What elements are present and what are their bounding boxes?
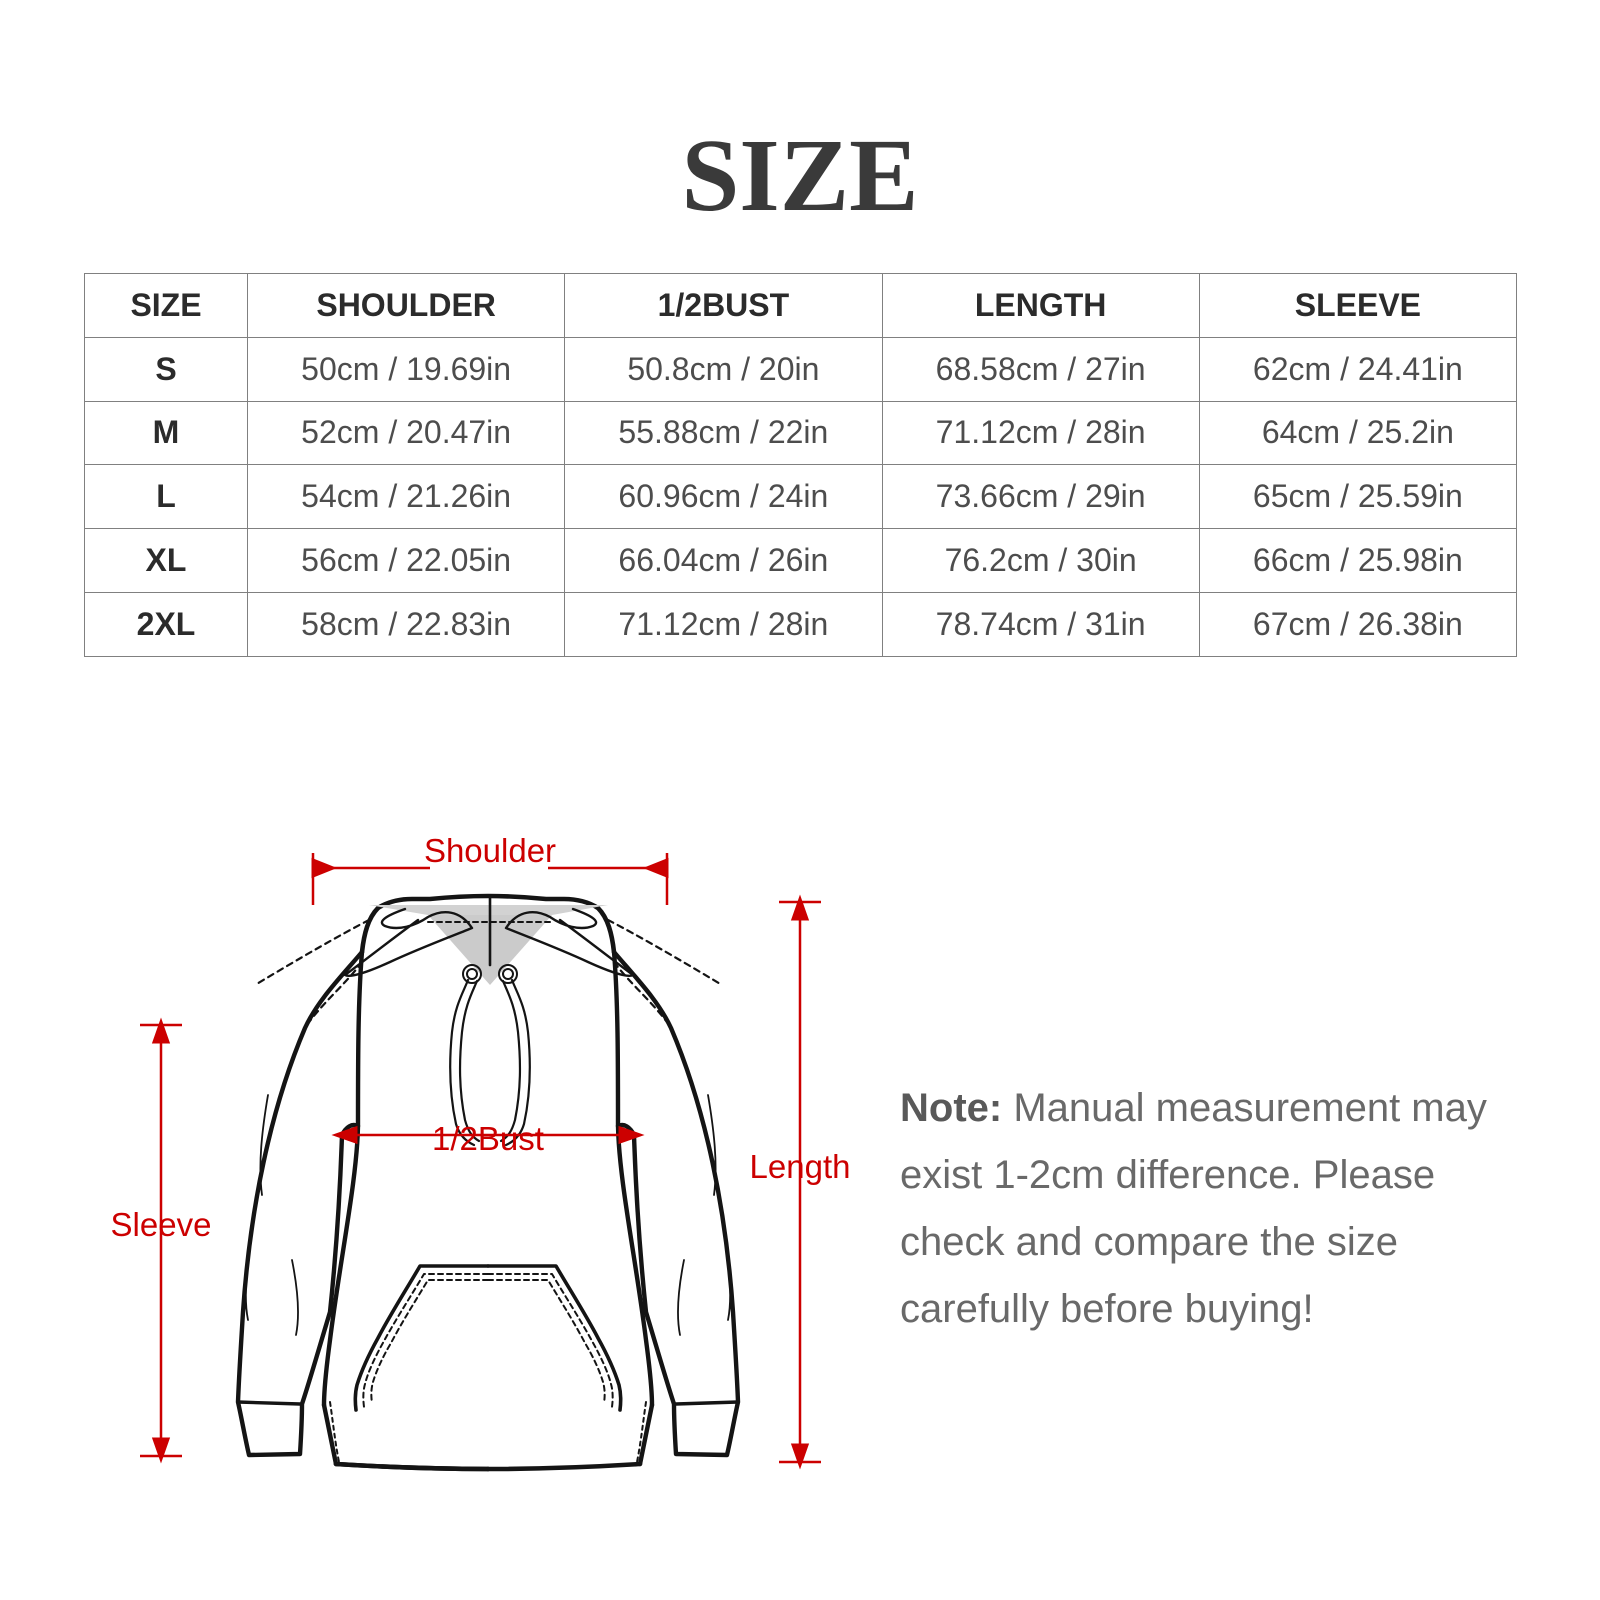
svg-text:1/2Bust: 1/2Bust — [432, 1120, 544, 1157]
svg-text:Sleeve: Sleeve — [111, 1206, 212, 1243]
svg-text:Length: Length — [750, 1148, 851, 1185]
svg-text:Shoulder: Shoulder — [424, 832, 556, 869]
